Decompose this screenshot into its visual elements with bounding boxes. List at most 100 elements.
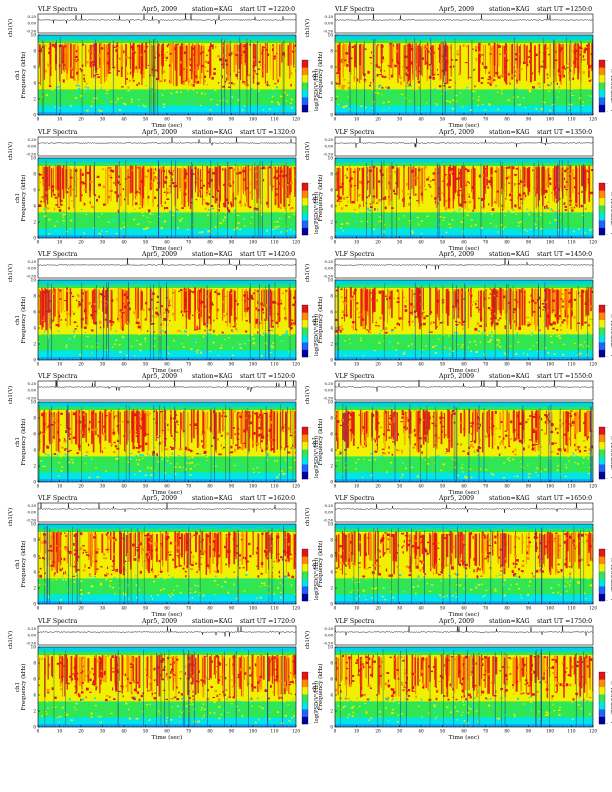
colorbar-segment bbox=[302, 327, 308, 335]
freq-tick-label: 8 bbox=[33, 49, 36, 54]
freq-tick-label: 2 bbox=[33, 97, 36, 102]
ch1-axis-label: ch1(V) bbox=[7, 142, 14, 160]
chart-date: Apr5, 2009 bbox=[141, 6, 177, 13]
colorbar-segment bbox=[302, 427, 308, 435]
ch1-tick-label: -0.50 bbox=[26, 395, 36, 400]
freq-tick-label: 0 bbox=[330, 602, 333, 607]
colorbar-segment bbox=[302, 60, 308, 68]
ch1-axis-label: ch1(V) bbox=[304, 142, 311, 160]
spectrogram-svg: VLF Spectra Apr5, 2009 station=KAG start UT… bbox=[304, 6, 612, 129]
time-tick-label: 110 bbox=[568, 117, 576, 122]
time-tick-label: 90 bbox=[526, 484, 532, 489]
colorbar-segment bbox=[302, 679, 308, 688]
freq-tick-label: 2 bbox=[330, 220, 333, 225]
colorbar-tick-label: - bbox=[310, 181, 312, 186]
time-tick-label: 90 bbox=[229, 117, 235, 122]
colorbar-segment bbox=[302, 563, 308, 572]
chart-start-time: start UT =1520:0 bbox=[240, 373, 295, 380]
colorbar-axis-label: log(PSD(V²/Hz)) bbox=[610, 436, 612, 478]
time-tick-label: 50 bbox=[143, 362, 149, 367]
time-tick-label: 10 bbox=[57, 117, 63, 122]
freq-tick-label: 8 bbox=[330, 538, 333, 543]
colorbar-segment bbox=[599, 701, 605, 710]
colorbar-segment bbox=[302, 701, 308, 710]
colorbar-axis-label: log(PSD(V²/Hz)) bbox=[610, 314, 612, 356]
freq-axis-label-ch: ch1 bbox=[15, 559, 21, 569]
time-tick-label: 110 bbox=[271, 484, 279, 489]
ch1-frame bbox=[37, 258, 297, 279]
colorbar-segment bbox=[599, 456, 605, 465]
time-tick-label: 10 bbox=[57, 240, 63, 245]
spectrogram-panel: VLF Spectra Apr5, 2009 station=KAG start UT… bbox=[7, 493, 338, 623]
ch1-tick-label: -0.50 bbox=[323, 28, 333, 33]
chart-label: VLF Spectra bbox=[334, 251, 375, 258]
spectrogram-svg: VLF Spectra Apr5, 2009 station=KAG start UT… bbox=[304, 495, 612, 618]
colorbar-segment bbox=[599, 305, 605, 313]
time-tick-label: 80 bbox=[207, 240, 213, 245]
ch1-frame bbox=[334, 258, 594, 279]
freq-tick-label: 2 bbox=[330, 97, 333, 102]
colorbar-frame bbox=[301, 304, 309, 358]
freq-tick-label: 2 bbox=[330, 464, 333, 469]
freq-tick-label: 4 bbox=[33, 81, 36, 86]
colorbar-segment bbox=[599, 220, 605, 228]
time-tick-label: 120 bbox=[292, 362, 300, 367]
colorbar-frame bbox=[598, 671, 606, 725]
time-tick-label: 20 bbox=[78, 362, 84, 367]
ch1-tick-label: 0.20 bbox=[28, 259, 37, 264]
time-tick-label: 20 bbox=[78, 606, 84, 611]
ch1-frame bbox=[37, 13, 297, 34]
colorbar-axis-label: log(PSD(V²/Hz)) bbox=[313, 314, 320, 356]
freq-axis-label: Frequency (kHz) bbox=[317, 297, 324, 344]
colorbar-segment bbox=[599, 183, 605, 191]
colorbar-tick-label: - bbox=[607, 425, 609, 430]
spectrogram-svg: VLF Spectra Apr5, 2009 station=KAG start UT… bbox=[304, 373, 612, 496]
freq-tick-label: 4 bbox=[330, 693, 333, 698]
colorbar-tick-label: - bbox=[607, 670, 609, 675]
colorbar-axis-label: log(PSD(V²/Hz)) bbox=[610, 558, 612, 600]
colorbar-segment bbox=[302, 578, 308, 587]
time-tick-label: 30 bbox=[397, 606, 403, 611]
freq-axis-label: Frequency (kHz) bbox=[20, 175, 27, 222]
time-tick-label: 0 bbox=[37, 240, 40, 245]
ch1-axis-label: ch1(V) bbox=[7, 264, 14, 282]
time-tick-label: 80 bbox=[504, 362, 510, 367]
colorbar-segment bbox=[599, 319, 605, 328]
colorbar-segment bbox=[599, 427, 605, 435]
ch1-tick-label: 0.00 bbox=[325, 387, 334, 392]
colorbar-segment bbox=[599, 197, 605, 206]
colorbar-frame bbox=[301, 59, 309, 113]
chart-station: station=KAG bbox=[489, 251, 530, 258]
freq-tick-label: 0 bbox=[330, 725, 333, 730]
ch1-tick-label: 0.00 bbox=[325, 143, 334, 148]
freq-tick-label: 8 bbox=[33, 416, 36, 421]
colorbar-axis-label: log(PSD(V²/Hz)) bbox=[313, 436, 320, 478]
freq-tick-label: 4 bbox=[330, 448, 333, 453]
chart-start-time: start UT =1650:0 bbox=[537, 495, 592, 502]
freq-tick-label: 2 bbox=[33, 342, 36, 347]
ch1-tick-label: -0.50 bbox=[323, 151, 333, 156]
time-tick-label: 70 bbox=[483, 362, 489, 367]
time-tick-label: 0 bbox=[37, 117, 40, 122]
chart-start-time: start UT =1750:0 bbox=[537, 618, 592, 625]
ch1-tick-label: -0.50 bbox=[26, 28, 36, 33]
colorbar-tick-label: - bbox=[607, 721, 609, 726]
time-tick-label: 80 bbox=[504, 240, 510, 245]
colorbar-tick-label: - bbox=[607, 58, 609, 63]
freq-axis-label: Frequency (kHz) bbox=[317, 175, 324, 222]
time-tick-label: 120 bbox=[589, 484, 597, 489]
freq-tick-label: 4 bbox=[330, 204, 333, 209]
colorbar-frame bbox=[301, 426, 309, 480]
colorbar-tick-label: - bbox=[310, 303, 312, 308]
time-tick-label: 0 bbox=[334, 606, 337, 611]
freq-tick-label: 8 bbox=[33, 661, 36, 666]
freq-tick-label: 2 bbox=[33, 586, 36, 591]
time-tick-label: 50 bbox=[440, 240, 446, 245]
colorbar-tick-label: - bbox=[310, 425, 312, 430]
chart-label: VLF Spectra bbox=[37, 618, 78, 625]
time-tick-label: 100 bbox=[249, 606, 257, 611]
colorbar-segment bbox=[599, 571, 605, 579]
ch1-axis-label: ch1(V) bbox=[304, 19, 311, 37]
freq-axis-label-ch: ch1 bbox=[312, 193, 318, 203]
colorbar-segment bbox=[599, 67, 605, 76]
